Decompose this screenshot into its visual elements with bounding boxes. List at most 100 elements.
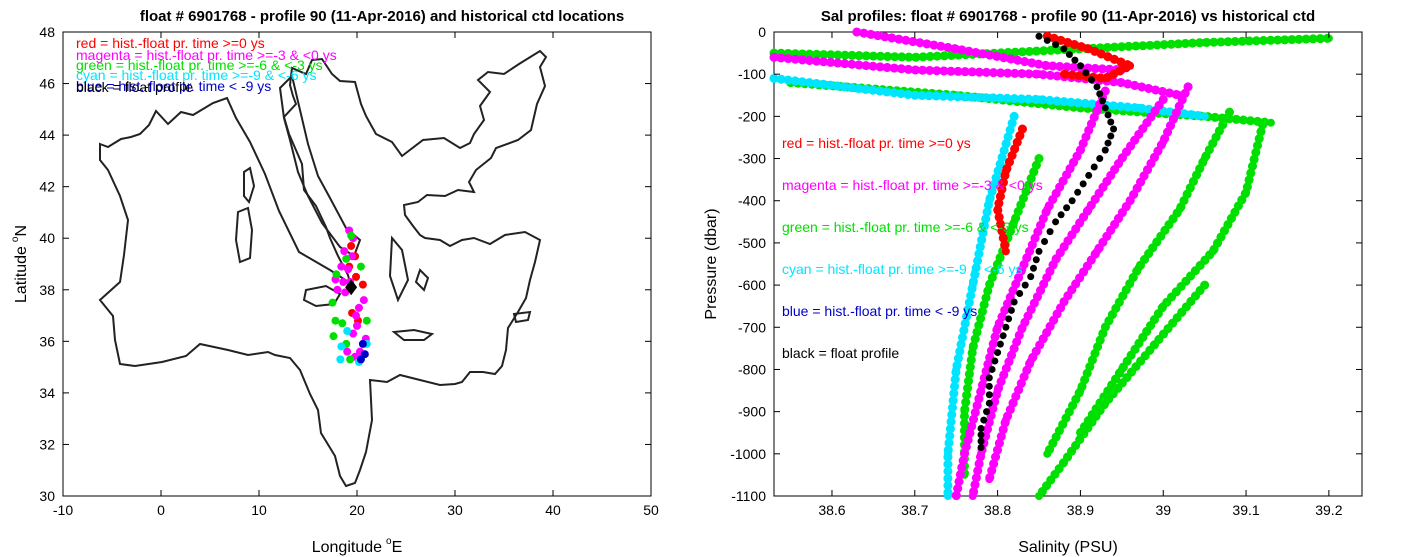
salinity-tick-labels: 38.6 38.7 38.8 38.9 39 39.1 39.2 0 -100 -200 -300 -… [730, 24, 1362, 518]
map-historical-station-marker [354, 303, 363, 312]
historical-profile-point [1043, 61, 1052, 70]
historical-profile-point [1018, 264, 1027, 273]
salinity-legend-entry: green = hist.-float pr. time >=-6 & <-3 … [782, 219, 1029, 235]
float-profile-point [1043, 36, 1051, 44]
float-profile-point [1057, 211, 1065, 219]
salinity-xtick-label: 39.2 [1315, 502, 1342, 518]
float-profile-point [1035, 247, 1043, 255]
historical-profile-point [968, 281, 977, 290]
map-float-location-marker [345, 279, 358, 296]
salinity-xtick-label: 39.1 [1232, 502, 1259, 518]
float-profile-point [996, 340, 1004, 348]
map-historical-station-marker [344, 265, 353, 274]
historical-profile-band [943, 111, 1019, 501]
map-historical-station-marker [328, 298, 337, 307]
salinity-panel: Sal profiles: float # 6901768 - profile … [703, 8, 1363, 556]
historical-profile-point [977, 449, 986, 458]
coastline-cyprus [512, 310, 532, 324]
float-profile-point [1096, 90, 1104, 98]
float-profile-point [991, 357, 999, 365]
map-xlabel-text: Longitude [312, 539, 382, 556]
historical-profile-point [1076, 146, 1085, 155]
historical-profile-point [943, 492, 952, 500]
salinity-historical-profiles [769, 27, 1334, 501]
map-historical-station-marker [346, 355, 355, 364]
float-profile-point [1041, 238, 1049, 246]
historical-profile-point [1126, 61, 1135, 70]
historical-profile-point [1001, 247, 1010, 256]
map-xlabel-unit: E [392, 539, 403, 556]
historical-profile-point [1200, 154, 1209, 163]
historical-profile-point [1200, 281, 1209, 290]
map-historical-station-marker [337, 342, 346, 351]
historical-profile-point [993, 323, 1002, 332]
map-xtick-label: 40 [545, 502, 561, 518]
map-historical-station-marker [336, 355, 345, 364]
historical-profile-point [985, 196, 994, 205]
map-legend-entry: blue = hist.-float pr. time < -9 ys [76, 78, 271, 94]
salinity-title: Sal profiles: float # 6901768 - profile … [821, 8, 1315, 25]
salinity-xtick-label: 38.7 [901, 502, 928, 518]
map-historical-station-marker [343, 327, 352, 336]
map-xtick-label: 30 [447, 502, 463, 518]
historical-profile-point [770, 74, 778, 83]
map-historical-station-marker [332, 270, 341, 279]
historical-profile-point [1035, 95, 1044, 104]
historical-profile-point [943, 449, 952, 458]
salinity-legend-entry: black = float profile [782, 345, 899, 361]
salinity-ytick-label: -1100 [731, 488, 766, 504]
map-ytick-label: 32 [39, 436, 55, 452]
historical-profile-point [1035, 70, 1044, 79]
salinity-xtick-label: 38.6 [818, 502, 845, 518]
map-axes-box [62, 31, 652, 497]
float-profile-point [977, 425, 985, 433]
historical-profile-point [1258, 120, 1267, 129]
map-historical-station-marker [359, 296, 368, 305]
historical-profile-point [910, 53, 919, 62]
map-legend-entry: green = hist.-float pr. time >=-6 & <-3 … [76, 57, 323, 73]
float-profile-point [1052, 41, 1060, 49]
float-profile-point [1029, 264, 1037, 272]
salinity-plot-area: 38.6 38.7 38.8 38.9 39 39.1 39.2 0 -100 -200 -300 -… [730, 24, 1363, 518]
salinity-ytick-label: -900 [738, 404, 766, 420]
map-xlabel-sup: o [386, 536, 392, 547]
historical-profile-point [770, 53, 778, 62]
historical-profile-point [1035, 154, 1044, 163]
map-historical-station-marker [342, 254, 351, 263]
map-ytick-label: 40 [39, 230, 55, 246]
float-profile-point [1032, 256, 1040, 264]
map-xlabel: Longitude oE [312, 536, 403, 556]
float-profile-point [1087, 76, 1095, 84]
map-legend: red = hist.-float pr. time >=0 ysmagenta… [76, 35, 337, 95]
historical-profile-point [1018, 125, 1027, 134]
salinity-ytick-label: -700 [738, 319, 766, 335]
historical-profile-point [1059, 70, 1068, 79]
historical-profile-point [1035, 492, 1044, 500]
map-historical-station-marker [358, 280, 367, 289]
historical-profile-point [852, 28, 861, 36]
historical-profile-band [984, 82, 1193, 484]
map-title: float # 6901768 - profile 90 (11-Apr-201… [140, 8, 624, 25]
float-profile-point [1046, 228, 1054, 236]
map-historical-station-marker [343, 347, 352, 356]
map-legend-entry: magenta = hist.-float pr. time >=-3 & <0… [76, 47, 337, 63]
float-profile-point [1096, 155, 1104, 163]
float-profile-point [985, 382, 993, 390]
historical-profile-point [1076, 386, 1085, 395]
float-profile-point [1104, 139, 1112, 147]
historical-profile-band [951, 86, 1110, 501]
historical-profile-point [968, 344, 977, 353]
historical-profile-point [910, 65, 919, 74]
map-historical-station-marker [338, 319, 347, 328]
map-xtick-label: -10 [53, 502, 73, 518]
float-profile-point [1101, 146, 1109, 154]
historical-profile-point [1200, 112, 1209, 121]
float-profile-point [999, 332, 1007, 340]
salinity-xtick-label: 38.8 [984, 502, 1011, 518]
float-profile-point [1110, 125, 1118, 133]
map-ylabel-sup: o [10, 236, 21, 242]
historical-profile-band [1075, 120, 1268, 438]
coastline-sardinia [234, 206, 254, 264]
map-legend-entry: black = float profile [76, 79, 193, 95]
map-tick-labels: -10 0 10 20 30 40 50 30 32 34 36 38 40 42 44 46 48 [39, 24, 659, 518]
